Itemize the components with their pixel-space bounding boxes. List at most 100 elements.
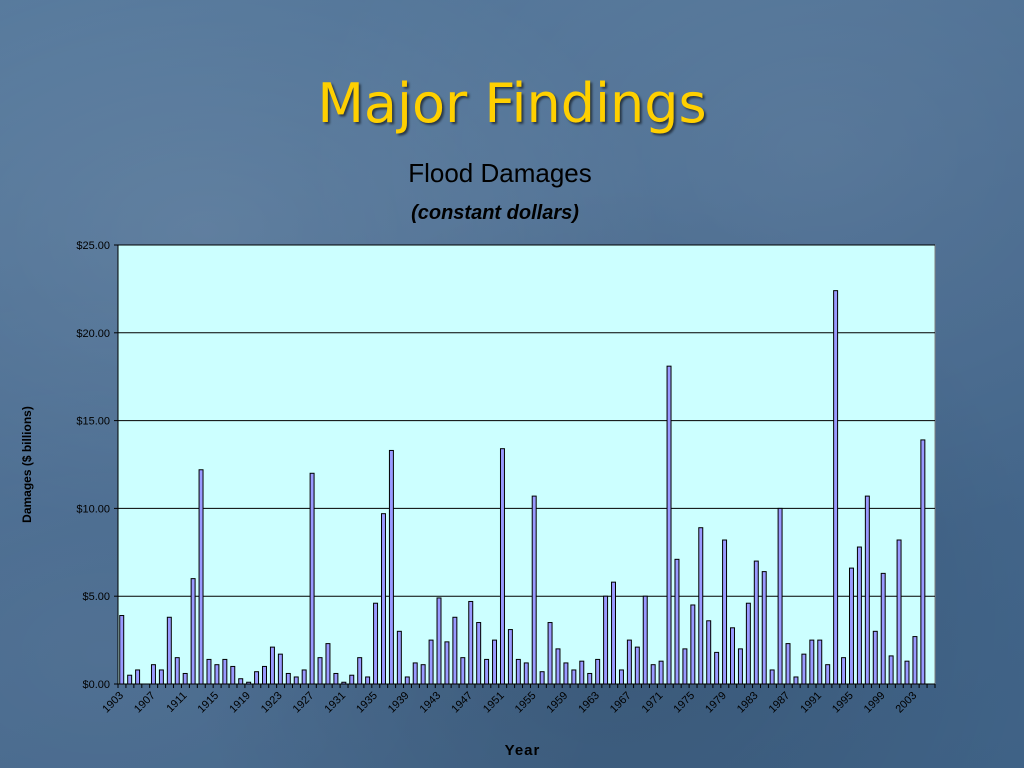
x-tick-label: 2003	[893, 690, 919, 716]
bar	[293, 676, 299, 685]
bar	[476, 622, 482, 685]
bar	[698, 527, 704, 685]
bar	[317, 657, 323, 685]
bar	[595, 658, 601, 685]
bar	[722, 539, 728, 685]
bar	[396, 630, 402, 685]
x-tick-label: 1907	[132, 690, 158, 716]
x-tick-label: 1915	[195, 690, 221, 716]
x-tick-label: 1955	[513, 690, 539, 716]
bar	[198, 469, 204, 685]
x-tick-label: 1983	[735, 690, 761, 716]
y-tick-label: $0.00	[82, 679, 110, 691]
bar	[158, 669, 164, 685]
x-tick-label: 1995	[830, 690, 856, 716]
bar	[127, 674, 133, 685]
bar	[611, 581, 616, 685]
y-tick-label: $10.00	[76, 503, 110, 515]
y-tick-label: $25.00	[76, 240, 110, 252]
x-tick-label: 1967	[608, 690, 634, 716]
bar	[460, 657, 466, 685]
bar	[150, 664, 156, 685]
bar	[428, 639, 434, 685]
y-tick-label: $15.00	[76, 416, 110, 428]
bar	[166, 616, 172, 685]
x-tick-label: 1939	[386, 690, 412, 716]
bar	[484, 658, 490, 685]
x-tick-label: 1963	[576, 690, 602, 716]
y-tick-label: $20.00	[76, 328, 110, 340]
bar	[230, 665, 236, 685]
bar	[618, 669, 624, 685]
x-tick-label: 1947	[449, 690, 475, 716]
bar	[444, 641, 450, 685]
bar	[325, 643, 331, 685]
bar	[706, 620, 712, 685]
x-tick-label: 1999	[862, 690, 888, 716]
x-tick-label: 1991	[798, 690, 824, 716]
bar	[833, 290, 839, 685]
bar	[650, 664, 656, 685]
bar	[452, 616, 458, 685]
bar	[848, 567, 854, 685]
bar	[888, 655, 894, 685]
x-tick-label: 1971	[640, 690, 666, 716]
y-tick-label: $5.00	[82, 591, 110, 603]
bar	[269, 646, 275, 685]
bar	[730, 627, 735, 685]
bar	[579, 660, 585, 685]
bar	[809, 639, 815, 685]
x-tick-label: 1959	[544, 690, 570, 716]
bar	[499, 448, 505, 685]
x-tick-label: 1923	[259, 690, 285, 716]
x-tick-label: 1919	[227, 690, 253, 716]
bar	[468, 600, 474, 685]
bar	[515, 658, 521, 685]
x-tick-label: 1987	[767, 690, 793, 716]
bar	[206, 658, 212, 685]
bar	[690, 604, 696, 685]
x-tick-label: 1911	[164, 690, 189, 715]
chart-subtitle: (constant dollars)	[411, 202, 579, 224]
bar	[674, 558, 680, 685]
x-tick-label: 1927	[291, 690, 317, 716]
x-axis-title: Year	[505, 742, 541, 759]
chart-title: Flood Damages	[408, 158, 592, 188]
bar	[531, 495, 537, 685]
plot-area	[117, 244, 936, 685]
bar	[642, 595, 648, 685]
bar	[349, 674, 355, 685]
bar	[761, 571, 767, 685]
bar	[571, 669, 577, 685]
bar	[872, 630, 878, 685]
bar	[626, 639, 632, 685]
bar	[896, 539, 902, 685]
x-tick-label: 1935	[354, 690, 380, 716]
bar	[658, 660, 664, 685]
bar	[523, 662, 529, 685]
bar	[856, 546, 862, 685]
bar	[182, 672, 188, 685]
bar	[254, 671, 260, 685]
x-tick-label: 1903	[100, 690, 126, 716]
slide-title: Major Findings	[317, 72, 707, 135]
bar	[135, 669, 141, 685]
x-tick-label: 1951	[481, 690, 507, 716]
bar	[309, 472, 315, 685]
y-axis-title: Damages ($ billions)	[20, 406, 34, 523]
bar	[841, 657, 847, 685]
bar	[904, 660, 910, 685]
bar	[222, 658, 228, 685]
bar	[539, 671, 545, 685]
bar	[381, 513, 386, 685]
x-tick-label: 1943	[418, 690, 444, 716]
bar	[365, 676, 371, 685]
bar	[373, 602, 379, 685]
bar	[333, 672, 339, 685]
bar	[214, 664, 220, 685]
bar	[666, 365, 672, 685]
bar	[190, 578, 196, 685]
bar	[357, 657, 363, 685]
bar	[301, 669, 307, 685]
